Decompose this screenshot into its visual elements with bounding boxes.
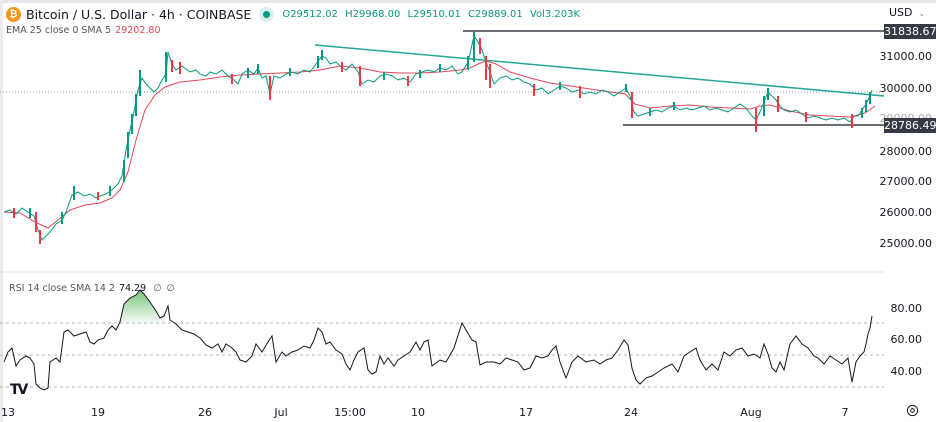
ohlc-values: O29512.02 H29968.00 L29510.01 C29889.01 … [282,9,584,20]
rsi-indicator-legend[interactable]: RSI 14 close SMA 14 2 74.29 ∅ ∅ [9,283,175,294]
rsi-extra-value: ∅ [153,283,162,294]
time-tick: 24 [624,406,638,419]
time-tick: Aug [740,406,762,419]
rsi-tick: 60.00 [890,333,923,346]
price-candles [3,32,873,244]
rsi-tick: 40.00 [890,365,923,378]
time-tick: 7 [841,406,849,419]
rsi-tick: 80.00 [890,302,923,315]
high-value: H29968.00 [345,9,401,20]
time-tick: 10 [411,406,425,419]
rsi-line [3,289,873,391]
price-tick: 30000.00 [879,82,933,95]
close-value: C29889.01 [468,9,523,20]
price-tick: 25000.00 [879,237,933,250]
ema-indicator-legend[interactable]: EMA 25 close 0 SMA 5 29202.80 [6,25,161,36]
ema-label: EMA 25 close 0 SMA 5 [6,25,112,36]
top-border [0,0,936,3]
rsi-extra-value: ∅ [166,283,175,294]
time-tick: 19 [91,406,105,419]
left-border [0,0,3,422]
price-tick: 27000.00 [879,175,933,188]
time-tick: Jul [274,406,288,419]
time-tick: 26 [198,406,212,419]
descending-trendline [314,44,885,97]
rsi-label: RSI 14 close SMA 14 2 [9,283,115,294]
resistance-price-badge: 31838.67 [884,24,936,39]
time-tick: 17 [519,406,533,419]
price-tick: 28000.00 [879,145,933,158]
bitcoin-icon: ₿ [6,7,21,22]
price-tick: 31000.00 [879,50,933,63]
symbol-title[interactable]: Bitcoin / U.S. Dollar · 4h · COINBASE [26,7,252,22]
rsi-overbought-fill [120,290,166,323]
ema-value: 29202.80 [115,25,161,36]
time-tick: 15:00 [334,406,366,419]
volume-value: Vol3.203K [529,9,581,20]
currency-label: USD [889,6,913,19]
rsi-value: 74.29 [118,283,147,294]
open-value: O29512.02 [282,9,338,20]
ema-line [3,60,876,229]
chevron-down-icon: ⌄ [918,9,926,18]
market-open-status-icon [263,11,271,18]
tradingview-logo[interactable]: TV [10,382,28,398]
settings-gear-icon[interactable] [906,404,919,417]
support-price-badge: 28786.49 [884,118,936,133]
time-tick: 13 [1,406,15,419]
price-tick: 26000.00 [879,206,933,219]
currency-selector[interactable]: USD ⌄ [889,6,925,19]
low-value: L29510.01 [407,9,461,20]
symbol-legend[interactable]: ₿ Bitcoin / U.S. Dollar · 4h · COINBASE … [6,7,584,22]
